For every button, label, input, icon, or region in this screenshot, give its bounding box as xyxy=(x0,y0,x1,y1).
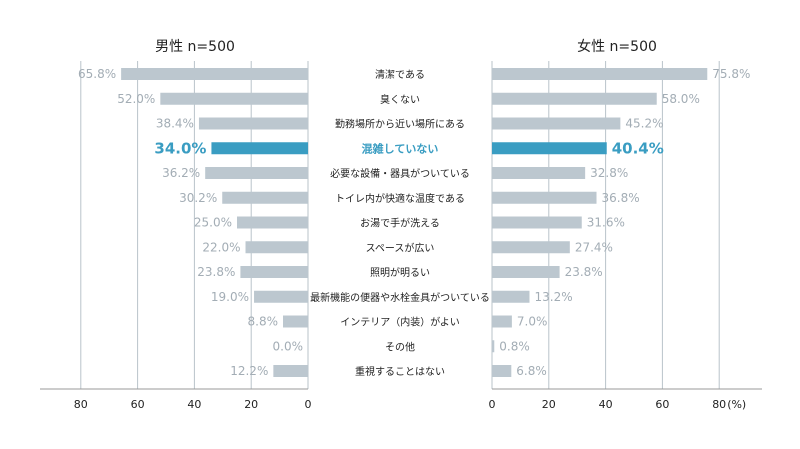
left-value-label: 52.0% xyxy=(117,92,155,106)
left-bar xyxy=(198,117,308,130)
left-bar xyxy=(222,191,308,204)
unit-label: (%) xyxy=(727,398,746,411)
right-bar xyxy=(492,142,607,155)
right-bar xyxy=(492,315,512,328)
left-series-title: 男性 n=500 xyxy=(155,39,235,55)
right-value-label: 36.8% xyxy=(602,191,640,205)
left-value-label: 36.2% xyxy=(162,166,200,180)
left-value-label: 34.0% xyxy=(154,139,206,157)
category-label: 最新機能の便器や水栓金具がついている xyxy=(310,291,490,304)
left-value-label: 12.2% xyxy=(230,364,268,378)
right-tick-label: 20 xyxy=(542,398,556,411)
right-value-label: 23.8% xyxy=(565,265,603,279)
category-label: 清潔である xyxy=(375,68,425,81)
left-tick-label: 0 xyxy=(305,398,312,411)
left-bar xyxy=(237,216,308,229)
left-bar xyxy=(240,266,308,278)
right-value-label: 13.2% xyxy=(534,290,572,304)
right-bar xyxy=(492,340,495,353)
category-label: 照明が明るい xyxy=(370,266,430,279)
right-value-label: 31.6% xyxy=(587,216,625,230)
right-tick-label: 40 xyxy=(599,398,613,411)
category-label: トイレ内が快適な温度である xyxy=(335,192,465,205)
left-value-label: 38.4% xyxy=(156,117,194,131)
left-bar xyxy=(211,142,308,155)
left-tick-label: 60 xyxy=(131,398,145,411)
right-value-label: 75.8% xyxy=(712,67,750,81)
category-label: 必要な設備・器具がついている xyxy=(330,167,470,180)
left-value-label: 8.8% xyxy=(248,315,279,329)
left-value-label: 23.8% xyxy=(197,265,235,279)
right-bar xyxy=(492,216,582,229)
right-series-title: 女性 n=500 xyxy=(577,38,657,55)
right-value-label: 32.8% xyxy=(590,166,628,180)
right-tick-label: 60 xyxy=(655,398,669,411)
category-label: 混雑していない xyxy=(362,141,439,155)
left-bar xyxy=(160,92,308,105)
left-bar xyxy=(273,365,308,377)
left-tick-label: 40 xyxy=(187,398,201,411)
right-value-label: 0.8% xyxy=(499,339,529,353)
left-value-label: 19.0% xyxy=(211,290,249,304)
category-label: スペースが広い xyxy=(366,241,435,254)
right-value-label: 40.4% xyxy=(612,139,664,157)
left-value-label: 0.0% xyxy=(273,339,304,353)
left-bar xyxy=(245,241,308,254)
left-bar xyxy=(254,290,308,303)
right-bar xyxy=(492,266,560,278)
left-tick-label: 20 xyxy=(244,398,258,411)
left-value-label: 30.2% xyxy=(179,191,217,205)
left-tick-label: 80 xyxy=(74,398,88,411)
left-bar xyxy=(121,68,309,80)
category-label: 重視することはない xyxy=(355,365,445,378)
left-value-label: 65.8% xyxy=(78,67,116,81)
right-bar xyxy=(492,68,708,80)
right-bar xyxy=(492,241,570,254)
right-value-label: 45.2% xyxy=(625,117,663,131)
category-label: インテリア（内装）がよい xyxy=(340,316,460,329)
right-tick-label: 0 xyxy=(489,398,496,411)
category-label: 勤務場所から近い場所にある xyxy=(335,118,465,131)
right-bar xyxy=(492,365,512,377)
left-value-label: 25.0% xyxy=(194,216,232,230)
right-bar xyxy=(492,92,657,105)
right-tick-label: 80 xyxy=(712,398,726,411)
category-label: お湯で手が洗える xyxy=(360,217,440,230)
left-bar xyxy=(283,315,308,328)
left-bar xyxy=(205,167,308,179)
right-value-label: 58.0% xyxy=(662,92,700,106)
left-value-label: 22.0% xyxy=(202,240,240,254)
right-bar xyxy=(492,117,621,130)
right-bar xyxy=(492,290,530,303)
right-value-label: 27.4% xyxy=(575,240,613,254)
category-label: その他 xyxy=(385,340,415,353)
right-bar xyxy=(492,167,586,179)
right-bar xyxy=(492,191,597,204)
right-value-label: 6.8% xyxy=(516,364,547,378)
right-value-label: 7.0% xyxy=(517,315,548,329)
category-label: 臭くない xyxy=(380,93,420,106)
